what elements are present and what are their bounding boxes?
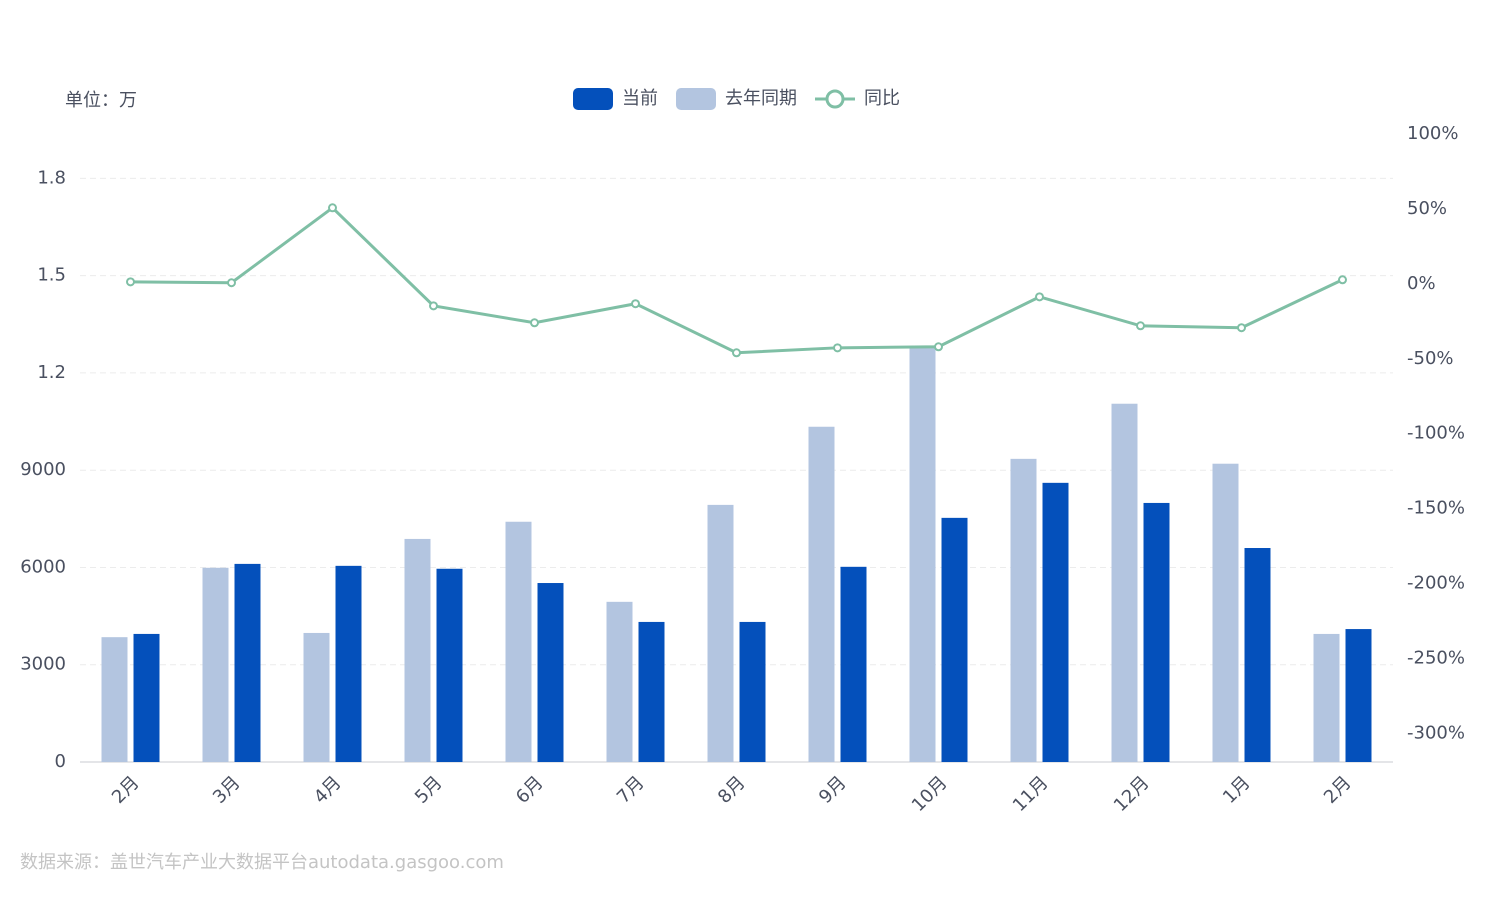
y2-tick-label: -250%	[1407, 648, 1465, 669]
bar	[840, 566, 867, 762]
x-tick-label: 2月	[1320, 772, 1356, 808]
line-point	[227, 278, 236, 288]
y-tick-label: 9000	[20, 459, 66, 480]
source: 数据来源：盖世汽车产业大数据平台autodata.gasgoo.com	[20, 852, 504, 873]
bar	[909, 345, 936, 762]
bar	[234, 563, 261, 762]
bar	[739, 621, 766, 762]
bar	[1313, 633, 1340, 762]
bar	[303, 632, 330, 762]
line-point	[1136, 321, 1145, 331]
y2-tick-label: -150%	[1407, 498, 1465, 519]
x-tick-label: 4月	[310, 772, 346, 808]
line-point	[1035, 292, 1044, 302]
bar	[133, 633, 160, 762]
y-tick-label: 6000	[20, 556, 66, 577]
x-tick-label: 11月	[1009, 772, 1053, 816]
legend-label: 去年同期	[725, 88, 797, 109]
bar	[1010, 458, 1037, 762]
y-tick-label: 1.5	[37, 265, 66, 286]
x-tick-label: 7月	[613, 772, 649, 808]
bar	[1111, 403, 1138, 762]
line	[130, 205, 1344, 355]
y2-tick-label: 0%	[1407, 273, 1436, 294]
legend-swatch	[825, 89, 845, 109]
bar	[505, 521, 532, 762]
line-point	[1237, 323, 1246, 333]
line-point	[631, 299, 640, 309]
x-tick-label: 8月	[714, 772, 750, 808]
x-tick-label: 12月	[1110, 772, 1154, 816]
legend-label: 同比	[864, 88, 900, 109]
y2-tick-label: 100%	[1407, 123, 1458, 144]
y2-tick-label: -100%	[1407, 423, 1465, 444]
line-point	[429, 301, 438, 311]
legend-label: 当前	[622, 88, 658, 109]
y-tick-label: 1.8	[37, 167, 66, 188]
bar	[202, 567, 229, 762]
bar	[1212, 463, 1239, 762]
legend-swatch	[573, 88, 613, 110]
bar	[941, 517, 968, 762]
bar	[335, 565, 362, 762]
x-tick-label: 9月	[815, 772, 851, 808]
line-point	[833, 343, 842, 353]
bar	[1143, 502, 1170, 762]
bar	[606, 601, 633, 762]
x-tick-label: 5月	[411, 772, 447, 808]
y2-tick-label: -200%	[1407, 573, 1465, 594]
bar	[707, 504, 734, 762]
y2-tick-label: -50%	[1407, 348, 1454, 369]
bar	[1244, 548, 1271, 762]
x-tick-label: 1月	[1219, 772, 1255, 808]
line-point	[732, 348, 741, 358]
y-tick-label: 3000	[20, 654, 66, 675]
line-point	[1338, 275, 1347, 285]
unit-label: 单位：万	[65, 90, 137, 111]
line-point	[934, 342, 943, 352]
x-tick-label: 2月	[108, 772, 144, 808]
bar	[537, 583, 564, 762]
line-point	[530, 318, 539, 328]
line-point	[328, 203, 337, 213]
line-point	[126, 277, 135, 287]
y-tick-label: 1.2	[37, 362, 66, 383]
bar	[101, 637, 128, 762]
y2-tick-label: 50%	[1407, 198, 1447, 219]
bar	[436, 568, 463, 762]
y2-tick-label: -300%	[1407, 723, 1465, 744]
x-tick-label: 6月	[512, 772, 548, 808]
bar	[808, 426, 835, 762]
y-tick-label: 0	[55, 751, 66, 772]
x-tick-label: 10月	[908, 772, 952, 816]
bar	[404, 538, 431, 762]
bar	[1345, 629, 1372, 762]
bar	[1042, 482, 1069, 762]
legend-swatch	[676, 88, 716, 110]
x-tick-label: 3月	[209, 772, 245, 808]
bar	[638, 621, 665, 762]
